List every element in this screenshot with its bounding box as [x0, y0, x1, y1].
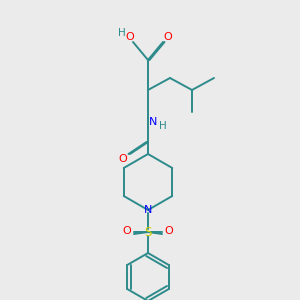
- Text: O: O: [123, 226, 131, 236]
- Text: H: H: [118, 28, 126, 38]
- Text: O: O: [165, 226, 173, 236]
- Text: S: S: [144, 226, 152, 238]
- Text: O: O: [164, 32, 172, 42]
- Text: O: O: [118, 154, 127, 164]
- Text: O: O: [126, 32, 134, 42]
- Text: N: N: [144, 205, 152, 215]
- Text: N: N: [149, 117, 157, 127]
- Text: H: H: [159, 121, 167, 131]
